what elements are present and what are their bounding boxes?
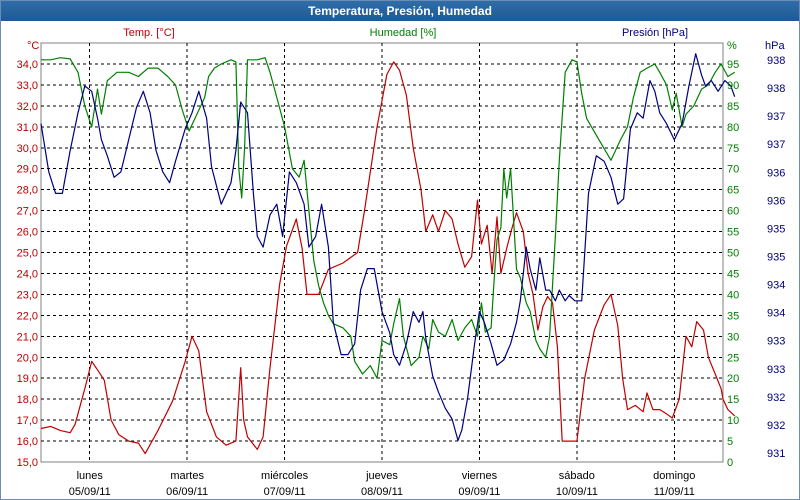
temp-tick-label: 34,0 (17, 59, 38, 71)
humidity-tick-label: 30 (727, 331, 739, 343)
temp-tick-label: 25,0 (17, 248, 38, 260)
temp-unit-label: °C (27, 40, 39, 52)
humidity-tick-label: 45 (727, 268, 739, 280)
pressure-tick-label: 933 (767, 336, 785, 348)
pressure-tick-label: 938 (767, 83, 785, 95)
temp-tick-label: 24,0 (17, 268, 38, 280)
humidity-tick-label: 90 (727, 80, 739, 92)
humidity-tick-label: 65 (727, 185, 739, 197)
x-day-label: martes (170, 470, 204, 482)
temp-tick-label: 21,0 (17, 331, 38, 343)
humidity-tick-label: 85 (727, 101, 739, 113)
chart-title: Temperatura, Presión, Humedad (1, 1, 799, 21)
x-day-label: jueves (365, 470, 398, 482)
series-line-temp (40, 61, 736, 455)
temp-tick-label: 30,0 (17, 143, 38, 155)
pressure-tick-label: 933 (767, 364, 785, 376)
humidity-tick-label: 0 (727, 457, 733, 469)
pressure-tick-label: 934 (767, 280, 785, 292)
series-line-hum (41, 57, 736, 379)
grid (40, 42, 724, 463)
pressure-tick-label: 936 (767, 195, 785, 207)
x-day-label: miércoles (261, 470, 309, 482)
pressure-tick-label: 936 (767, 167, 785, 179)
temp-tick-label: 16,0 (17, 436, 38, 448)
humidity-tick-label: 20 (727, 373, 739, 385)
x-date-label: 08/09/11 (361, 486, 403, 498)
humidity-tick-label: 10 (727, 415, 739, 427)
humidity-tick-label: 95 (727, 59, 739, 71)
x-date-label: 06/09/11 (166, 486, 208, 498)
temp-tick-label: 23,0 (17, 289, 38, 301)
series-lines (40, 53, 736, 455)
temp-tick-label: 17,0 (17, 415, 38, 427)
temp-tick-label: 18,0 (17, 394, 38, 406)
temp-tick-label: 29,0 (17, 164, 38, 176)
x-day-label: lunes (77, 470, 104, 482)
temp-tick-label: 33,0 (17, 80, 38, 92)
humidity-tick-label: 5 (727, 436, 733, 448)
temp-tick-label: 27,0 (17, 206, 38, 218)
pressure-unit-label: hPa (765, 40, 785, 52)
pressure-tick-label: 932 (767, 392, 785, 404)
temp-tick-label: 15,0 (17, 457, 38, 469)
temp-tick-label: 19,0 (17, 373, 38, 385)
humidity-tick-label: 15 (727, 394, 739, 406)
temp-tick-label: 20,0 (17, 352, 38, 364)
temp-tick-label: 26,0 (17, 227, 38, 239)
temp-tick-label: 28,0 (17, 185, 38, 197)
x-date-label: 09/09/11 (458, 486, 500, 498)
pressure-tick-label: 935 (767, 252, 785, 264)
pressure-tick-label: 937 (767, 111, 785, 123)
humidity-tick-label: 25 (727, 352, 739, 364)
axes: 15,0 16,0 17,0 18,0 19,0 20,0 21,0 22,0 23,0 24,0… (17, 27, 786, 498)
series-line-pres (40, 53, 736, 442)
humidity-tick-label: 35 (727, 310, 739, 322)
humidity-tick-label: 75 (727, 143, 739, 155)
humidity-tick-label: 50 (727, 248, 739, 260)
x-day-label: domingo (653, 470, 695, 482)
temp-axis-title: Temp. [°C] (123, 27, 174, 39)
x-date-label: 11/09/11 (654, 486, 695, 498)
x-date-label: 10/09/11 (556, 486, 598, 498)
pressure-tick-label: 934 (767, 308, 785, 320)
x-date-label: 07/09/11 (264, 486, 306, 498)
x-day-label: sábado (559, 470, 595, 482)
humidity-tick-label: 55 (727, 227, 739, 239)
humidity-tick-label: 40 (727, 289, 739, 301)
pressure-tick-label: 937 (767, 139, 785, 151)
humidity-axis-title: Humedad [%] (370, 27, 437, 39)
humidity-tick-label: 70 (727, 164, 739, 176)
chart-svg: 15,0 16,0 17,0 18,0 19,0 20,0 21,0 22,0 23,0 24,0… (17, 27, 786, 498)
temp-tick-label: 31,0 (17, 122, 38, 134)
pressure-axis-title: Presión [hPa] (622, 27, 688, 39)
temp-tick-label: 22,0 (17, 310, 38, 322)
pressure-tick-label: 938 (767, 55, 785, 67)
x-date-label: 05/09/11 (69, 486, 111, 498)
pressure-tick-label: 931 (767, 448, 785, 460)
temp-tick-label: 32,0 (17, 101, 38, 113)
humidity-tick-label: 60 (727, 206, 739, 218)
humidity-tick-label: 80 (727, 122, 739, 134)
humidity-unit-label: % (727, 40, 737, 52)
pressure-tick-label: 935 (767, 223, 785, 235)
pressure-tick-label: 932 (767, 420, 785, 432)
x-day-label: viernes (462, 470, 498, 482)
